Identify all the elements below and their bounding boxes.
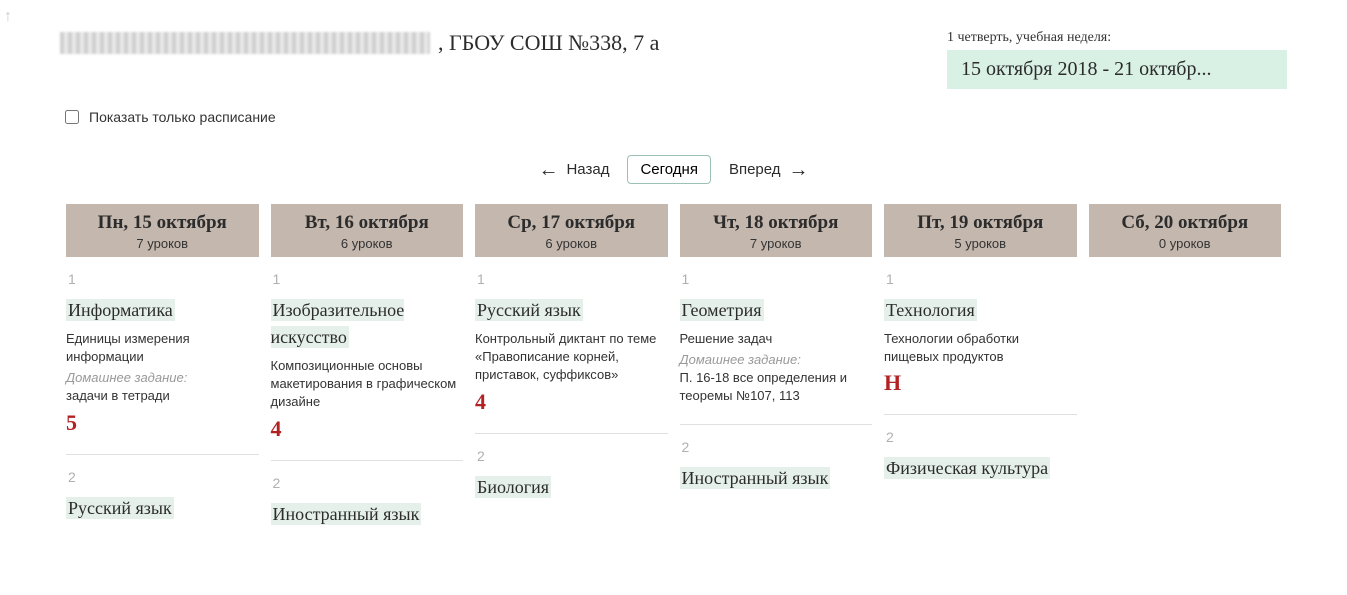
lesson-number: 2 bbox=[886, 429, 1077, 445]
lesson-grade: 4 bbox=[271, 416, 464, 442]
lesson-topic: Решение задач bbox=[680, 330, 873, 348]
day-lessons-count: 0 уроков bbox=[1093, 236, 1278, 251]
arrow-right-icon: → bbox=[789, 160, 809, 180]
lesson-number: 1 bbox=[68, 271, 259, 287]
lesson-subject[interactable]: Геометрия bbox=[680, 299, 764, 321]
day-lessons-count: 6 уроков bbox=[479, 236, 664, 251]
day-column-wed: Ср, 17 октября 6 уроков 1 Русский язык К… bbox=[469, 204, 674, 534]
day-header[interactable]: Пт, 19 октября 5 уроков bbox=[884, 204, 1077, 257]
lesson-number: 2 bbox=[477, 448, 668, 464]
day-column-thu: Чт, 18 октября 7 уроков 1 Геометрия Реше… bbox=[674, 204, 879, 534]
day-column-tue: Вт, 16 октября 6 уроков 1 Изобразительно… bbox=[265, 204, 470, 534]
lesson-topic: Контрольный диктант по теме «Правописани… bbox=[475, 330, 668, 385]
lesson-subject[interactable]: Физическая культура bbox=[884, 457, 1050, 479]
student-name-blurred bbox=[60, 32, 430, 54]
day-title: Сб, 20 октября bbox=[1093, 212, 1278, 234]
lesson-divider bbox=[66, 454, 259, 455]
schedule-only-label: Показать только расписание bbox=[89, 109, 276, 125]
homework-text: П. 16-18 все определения и теоремы №107,… bbox=[680, 369, 873, 405]
lesson-topic: Технологии обработки пищевых продуктов bbox=[884, 330, 1077, 366]
header-right: 1 четверть, учебная неделя: 15 октября 2… bbox=[947, 30, 1287, 89]
lesson-divider bbox=[475, 433, 668, 434]
lesson-subject[interactable]: Русский язык bbox=[475, 299, 583, 321]
lesson-number: 2 bbox=[68, 469, 259, 485]
lesson-grade: 4 bbox=[475, 389, 668, 415]
day-header[interactable]: Сб, 20 октября 0 уроков bbox=[1089, 204, 1282, 257]
lesson-grade: 5 bbox=[66, 410, 259, 436]
schedule-only-checkbox[interactable] bbox=[65, 110, 79, 124]
lesson-divider bbox=[680, 424, 873, 425]
day-title: Вт, 16 октября bbox=[275, 212, 460, 234]
arrow-left-icon: ← bbox=[538, 160, 558, 180]
lesson-divider bbox=[271, 460, 464, 461]
lesson-number: 2 bbox=[273, 475, 464, 491]
nav-controls: ← Назад Сегодня Вперед → bbox=[20, 155, 1327, 184]
day-header[interactable]: Ср, 17 октября 6 уроков bbox=[475, 204, 668, 257]
lesson-divider bbox=[884, 414, 1077, 415]
day-title: Пт, 19 октября bbox=[888, 212, 1073, 234]
nav-forward-label: Вперед bbox=[729, 161, 781, 178]
homework-text: задачи в тетради bbox=[66, 387, 259, 405]
lesson-number: 1 bbox=[682, 271, 873, 287]
day-lessons-count: 6 уроков bbox=[275, 236, 460, 251]
lesson-subject[interactable]: Иностранный язык bbox=[271, 503, 422, 525]
lesson-grade: Н bbox=[884, 370, 1077, 396]
header-left: , ГБОУ СОШ №338, 7 а bbox=[60, 30, 659, 56]
lesson-number: 1 bbox=[273, 271, 464, 287]
day-lessons-count: 7 уроков bbox=[684, 236, 869, 251]
day-header[interactable]: Чт, 18 октября 7 уроков bbox=[680, 204, 873, 257]
nav-back-label: Назад bbox=[566, 161, 609, 178]
day-title: Чт, 18 октября bbox=[684, 212, 869, 234]
day-column-sat: Сб, 20 октября 0 уроков bbox=[1083, 204, 1288, 534]
quarter-label: 1 четверть, учебная неделя: bbox=[947, 30, 1287, 46]
lesson-subject[interactable]: Иностранный язык bbox=[680, 467, 831, 489]
header-row: , ГБОУ СОШ №338, 7 а 1 четверть, учебная… bbox=[20, 30, 1327, 89]
lesson-subject[interactable]: Биология bbox=[475, 476, 551, 498]
day-column-mon: Пн, 15 октября 7 уроков 1 Информатика Ед… bbox=[60, 204, 265, 534]
today-button[interactable]: Сегодня bbox=[627, 155, 711, 184]
lesson-subject[interactable]: Русский язык bbox=[66, 497, 174, 519]
nav-back-button[interactable]: ← Назад bbox=[538, 160, 609, 180]
checkbox-row: Показать только расписание bbox=[20, 109, 1327, 125]
day-lessons-count: 7 уроков bbox=[70, 236, 255, 251]
schedule-grid: Пн, 15 октября 7 уроков 1 Информатика Ед… bbox=[20, 204, 1327, 534]
nav-forward-button[interactable]: Вперед → bbox=[729, 160, 809, 180]
school-title: , ГБОУ СОШ №338, 7 а bbox=[438, 30, 659, 56]
lesson-number: 1 bbox=[477, 271, 668, 287]
day-column-fri: Пт, 19 октября 5 уроков 1 Технология Тех… bbox=[878, 204, 1083, 534]
lesson-subject[interactable]: Информатика bbox=[66, 299, 175, 321]
lesson-subject[interactable]: Изобразительное искусство bbox=[271, 299, 405, 348]
lesson-number: 1 bbox=[886, 271, 1077, 287]
day-title: Ср, 17 октября bbox=[479, 212, 664, 234]
lesson-number: 2 bbox=[682, 439, 873, 455]
scroll-up-icon: ↑ bbox=[4, 8, 12, 26]
lesson-subject[interactable]: Технология bbox=[884, 299, 977, 321]
day-header[interactable]: Вт, 16 октября 6 уроков bbox=[271, 204, 464, 257]
day-lessons-count: 5 уроков bbox=[888, 236, 1073, 251]
day-title: Пн, 15 октября bbox=[70, 212, 255, 234]
homework-label: Домашнее задание: bbox=[680, 352, 873, 367]
date-range-picker[interactable]: 15 октября 2018 - 21 октябр... bbox=[947, 50, 1287, 89]
homework-label: Домашнее задание: bbox=[66, 370, 259, 385]
lesson-topic: Композиционные основы макетирования в гр… bbox=[271, 357, 464, 412]
day-header[interactable]: Пн, 15 октября 7 уроков bbox=[66, 204, 259, 257]
lesson-topic: Единицы измерения информации bbox=[66, 330, 259, 366]
